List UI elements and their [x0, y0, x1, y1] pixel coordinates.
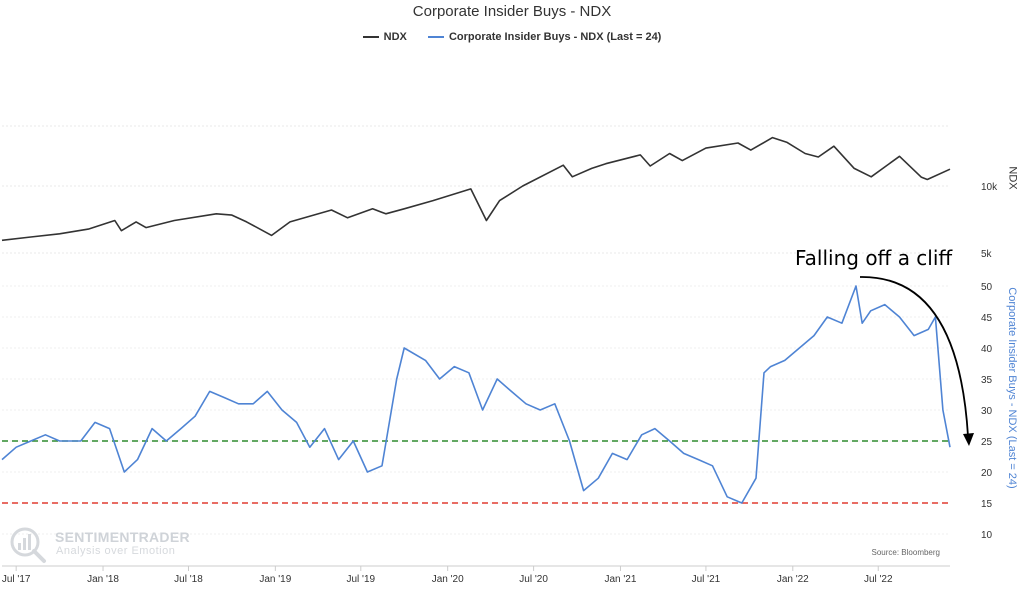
- axis-title-insider-buys: Corporate Insider Buys - NDX (Last = 24): [1006, 287, 1018, 489]
- x-tick-label: Jul '18: [174, 574, 203, 585]
- legend-swatch-insider-buys: [427, 36, 444, 38]
- x-tick-label: Jul '17: [2, 574, 31, 585]
- legend-item-ndx[interactable]: NDX: [362, 31, 407, 43]
- x-tick-label: Jul '20: [519, 574, 548, 585]
- x-axis: Jul '17 Jan '18 Jul '18 Jan '19 Jul '19 Jan '…: [2, 565, 950, 585]
- x-tick-label: Jan '22: [777, 574, 809, 585]
- buys-tick-label: 45: [981, 313, 993, 324]
- watermark-logo-icon: [10, 527, 46, 563]
- watermark-brand: SENTIMENTRADER: [55, 529, 190, 545]
- legend-item-insider-buys[interactable]: Corporate Insider Buys - NDX (Last = 24): [427, 31, 662, 43]
- legend-swatch-ndx: [362, 36, 379, 38]
- x-tick-label: Jan '19: [259, 574, 291, 585]
- arrow-curve: [859, 276, 969, 437]
- ndx-tick-label: 5k: [981, 249, 993, 260]
- legend-label-insider-buys: Corporate Insider Buys - NDX (Last = 24): [448, 31, 662, 43]
- x-tick-label: Jul '22: [864, 574, 893, 585]
- legend-label-ndx: NDX: [383, 31, 407, 43]
- series-lines: [1, 136, 951, 504]
- buys-tick-label: 50: [981, 282, 993, 293]
- ndx-tick-label: 10k: [981, 182, 998, 193]
- watermark-tagline: Analysis over Emotion: [56, 545, 176, 557]
- series-line-insider-buys: [1, 285, 951, 504]
- watermark: SENTIMENTRADER Analysis over Emotion: [8, 525, 208, 565]
- legend: NDX Corporate Insider Buys - NDX (Last =…: [0, 29, 1024, 43]
- annotation-text: Falling off a cliff: [795, 246, 953, 270]
- arrow-head: [963, 433, 974, 446]
- buys-tick-label: 15: [981, 499, 993, 510]
- grid-lines: [2, 125, 950, 535]
- reference-lines: [2, 440, 950, 504]
- buys-tick-label: 25: [981, 437, 993, 448]
- source-note: Source: Bloomberg: [871, 548, 940, 557]
- annotation-arrow: [859, 276, 974, 446]
- x-tick-label: Jan '21: [604, 574, 636, 585]
- buys-tick-label: 35: [981, 375, 993, 386]
- x-tick-label: Jan '20: [432, 574, 464, 585]
- x-tick-label: Jan '18: [87, 574, 119, 585]
- y-axes: 5k 10k 10 15 20 25 30 35 40 45 50: [981, 182, 998, 541]
- x-tick-label: Jul '19: [347, 574, 376, 585]
- axis-title-ndx: NDX: [1006, 166, 1019, 190]
- chart-title: Corporate Insider Buys - NDX: [412, 3, 612, 20]
- buys-tick-label: 40: [981, 344, 993, 355]
- buys-tick-label: 20: [981, 468, 993, 479]
- series-line-ndx: [1, 136, 951, 242]
- x-tick-label: Jul '21: [692, 574, 721, 585]
- buys-tick-label: 30: [981, 406, 993, 417]
- buys-tick-label: 10: [981, 530, 993, 541]
